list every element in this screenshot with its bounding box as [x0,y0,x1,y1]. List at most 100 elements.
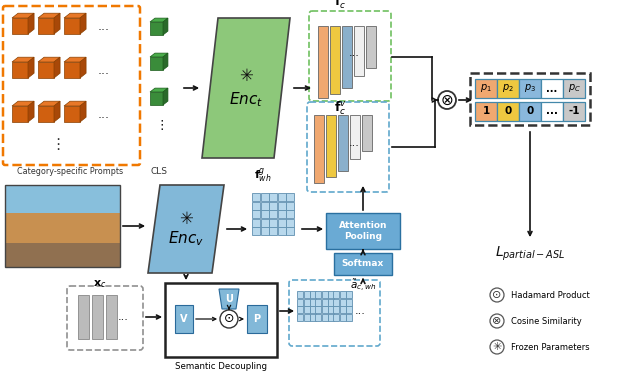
Text: $\tilde{a}_{c,wh}$: $\tilde{a}_{c,wh}$ [350,278,376,294]
Circle shape [490,314,504,328]
FancyBboxPatch shape [366,26,376,68]
Text: P: P [253,314,260,324]
FancyBboxPatch shape [287,219,294,227]
Text: ⊗: ⊗ [492,316,502,326]
FancyBboxPatch shape [297,291,303,298]
Polygon shape [150,57,163,70]
Polygon shape [163,53,168,70]
Text: $p_3$: $p_3$ [524,83,536,95]
Polygon shape [219,289,239,309]
Polygon shape [12,106,28,122]
FancyBboxPatch shape [326,115,336,177]
Polygon shape [163,18,168,35]
FancyBboxPatch shape [310,291,316,298]
FancyBboxPatch shape [326,213,400,249]
Polygon shape [38,57,60,62]
FancyBboxPatch shape [252,193,260,201]
FancyBboxPatch shape [330,26,340,94]
Polygon shape [64,106,80,122]
Polygon shape [38,18,54,34]
FancyBboxPatch shape [278,227,286,235]
FancyBboxPatch shape [333,306,339,313]
Polygon shape [64,18,80,34]
FancyBboxPatch shape [346,291,352,298]
Text: ...: ... [547,83,557,93]
Text: V: V [180,314,188,324]
Polygon shape [247,305,267,333]
FancyBboxPatch shape [338,115,348,171]
FancyBboxPatch shape [278,193,286,201]
Polygon shape [38,13,60,18]
Text: $\mathit{Enc}_t$: $\mathit{Enc}_t$ [229,91,263,109]
Polygon shape [54,101,60,122]
Circle shape [438,91,456,109]
Polygon shape [175,305,193,333]
Text: ...: ... [546,107,558,117]
FancyBboxPatch shape [328,314,334,321]
Text: $\mathbf{f}_{wh}^g$: $\mathbf{f}_{wh}^g$ [254,167,272,185]
FancyBboxPatch shape [322,299,328,306]
FancyBboxPatch shape [346,299,352,306]
Text: $\mathit{Enc}_v$: $\mathit{Enc}_v$ [168,230,204,248]
Text: $\mathbf{f}_c^v$: $\mathbf{f}_c^v$ [333,100,346,117]
Text: Category-specific Prompts: Category-specific Prompts [17,167,123,176]
FancyBboxPatch shape [354,26,364,76]
Text: ...: ... [98,20,110,32]
Text: Cosine Similarity: Cosine Similarity [511,317,582,325]
Polygon shape [12,57,34,62]
FancyBboxPatch shape [334,253,392,275]
FancyBboxPatch shape [315,291,321,298]
FancyBboxPatch shape [333,299,339,306]
FancyBboxPatch shape [252,210,260,218]
FancyBboxPatch shape [314,115,324,183]
Polygon shape [38,106,54,122]
Polygon shape [28,13,34,34]
FancyBboxPatch shape [497,79,519,98]
Polygon shape [12,13,34,18]
FancyBboxPatch shape [269,201,277,210]
Text: ⊙: ⊙ [224,313,234,325]
FancyBboxPatch shape [318,26,328,98]
FancyBboxPatch shape [315,299,321,306]
FancyBboxPatch shape [5,243,120,267]
FancyBboxPatch shape [303,299,310,306]
Text: ⊗: ⊗ [440,93,453,107]
Polygon shape [28,57,34,78]
FancyBboxPatch shape [340,314,346,321]
Circle shape [490,340,504,354]
Text: ✳: ✳ [179,210,193,228]
FancyBboxPatch shape [303,314,310,321]
FancyBboxPatch shape [260,201,269,210]
Text: Hadamard Product: Hadamard Product [511,291,589,300]
Circle shape [490,288,504,302]
Text: 0: 0 [526,107,534,117]
FancyBboxPatch shape [287,193,294,201]
Polygon shape [28,101,34,122]
FancyBboxPatch shape [303,306,310,313]
FancyBboxPatch shape [340,291,346,298]
FancyBboxPatch shape [278,201,286,210]
Polygon shape [54,13,60,34]
FancyBboxPatch shape [328,291,334,298]
Text: ...: ... [118,312,129,322]
FancyBboxPatch shape [287,201,294,210]
Text: ⋮: ⋮ [156,120,168,132]
Polygon shape [64,62,80,78]
Text: Frozen Parameters: Frozen Parameters [511,342,589,352]
FancyBboxPatch shape [278,219,286,227]
FancyBboxPatch shape [5,185,120,213]
FancyBboxPatch shape [333,291,339,298]
FancyBboxPatch shape [297,314,303,321]
FancyBboxPatch shape [297,306,303,313]
FancyBboxPatch shape [260,193,269,201]
Text: Softmax: Softmax [342,259,384,269]
Text: ...: ... [349,48,360,58]
FancyBboxPatch shape [315,314,321,321]
Text: ⋮: ⋮ [51,137,66,151]
Polygon shape [150,88,168,92]
Polygon shape [148,185,224,273]
FancyBboxPatch shape [497,102,519,121]
Text: -1: -1 [568,107,580,117]
FancyBboxPatch shape [260,219,269,227]
Text: U: U [225,294,233,304]
